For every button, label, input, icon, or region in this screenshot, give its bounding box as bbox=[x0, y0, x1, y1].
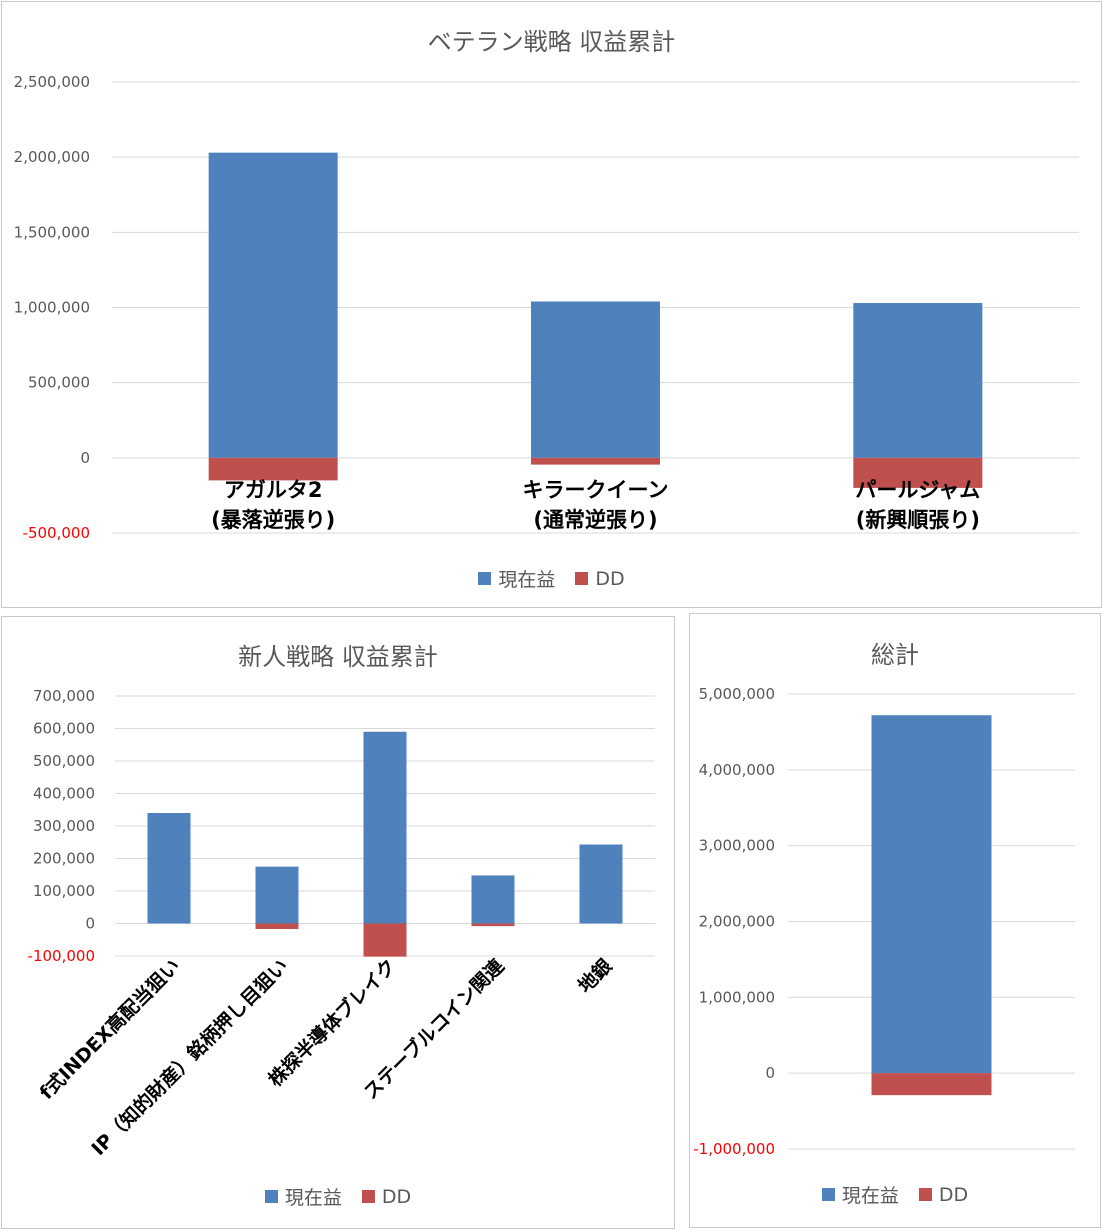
legend-label-profit: 現在益 bbox=[841, 1185, 899, 1207]
y-tick-label: 0 bbox=[80, 449, 90, 467]
y-tick-label: 3,000,000 bbox=[699, 837, 775, 855]
bar-dd bbox=[853, 457, 983, 488]
veteran-chart-title: ベテラン戦略 収益累計 bbox=[427, 28, 676, 56]
bar-profit bbox=[208, 152, 338, 458]
category-label: (新興順張り) bbox=[856, 508, 980, 532]
category-label: (通常逆張り) bbox=[533, 508, 657, 532]
y-tick-label: 4,000,000 bbox=[699, 761, 775, 779]
category-label: IP（知的財産）銘柄押し目狙い bbox=[87, 954, 293, 1160]
bar-profit bbox=[255, 866, 299, 924]
legend-label-profit: 現在益 bbox=[498, 569, 556, 591]
y-tick-label: 2,000,000 bbox=[699, 913, 775, 931]
bar-profit bbox=[579, 844, 623, 924]
legend-label-profit: 現在益 bbox=[284, 1187, 342, 1209]
bar-profit bbox=[853, 302, 983, 458]
total-chart-plot: 5,000,000 4,000,000 3,000,000 2,000,000 1,00… bbox=[693, 685, 1075, 1158]
newcomer-chart-panel: 新人戦略 収益累計 700,000 600,000 500,000 400,000 30… bbox=[1, 616, 675, 1229]
veteran-chart-panel: ベテラン戦略 収益累計 2,500,000 2,000,000 1,500,000 1… bbox=[1, 1, 1102, 608]
y-tick-label: 1,000,000 bbox=[14, 299, 90, 317]
category-label: パールジャム bbox=[855, 478, 980, 502]
y-tick-label: 2,000,000 bbox=[14, 148, 90, 166]
legend-label-dd: DD bbox=[381, 1185, 412, 1208]
bar-profit bbox=[871, 715, 992, 1074]
y-tick-label: -1,000,000 bbox=[693, 1140, 775, 1158]
legend-item-profit: 現在益 bbox=[478, 565, 555, 592]
legend-swatch-profit bbox=[264, 1190, 278, 1203]
y-tick-label: 500,000 bbox=[28, 374, 90, 392]
veteran-chart-legend: 現在益 DD bbox=[2, 565, 1101, 592]
bar-profit bbox=[363, 731, 407, 924]
category-label: キラークイーン bbox=[523, 478, 669, 502]
bar-dd bbox=[471, 923, 515, 927]
total-chart-legend: 現在益 DD bbox=[690, 1181, 1100, 1208]
y-tick-label: 500,000 bbox=[33, 752, 95, 770]
y-tick-label: 200,000 bbox=[33, 850, 95, 868]
legend-swatch-dd bbox=[575, 572, 589, 585]
bar-dd bbox=[208, 457, 338, 481]
bar-dd bbox=[871, 1073, 992, 1096]
y-tick-label: -500,000 bbox=[23, 524, 90, 542]
y-tick-label: 1,500,000 bbox=[14, 223, 90, 241]
bar-profit bbox=[147, 813, 191, 924]
category-label: (暴落逆張り) bbox=[211, 508, 335, 532]
y-tick-label: 0 bbox=[765, 1064, 775, 1082]
legend-swatch-dd bbox=[361, 1190, 375, 1203]
newcomer-chart-plot: 700,000 600,000 500,000 400,000 300,000 200,0… bbox=[28, 687, 655, 1160]
legend-item-dd: DD bbox=[361, 1185, 412, 1208]
y-tick-label: 700,000 bbox=[33, 687, 95, 705]
legend-item-profit: 現在益 bbox=[821, 1181, 899, 1208]
newcomer-chart-legend: 現在益 DD bbox=[2, 1183, 674, 1210]
category-label: アガルタ2 bbox=[224, 478, 323, 502]
bar-dd bbox=[531, 457, 660, 465]
bar-profit bbox=[471, 875, 515, 924]
y-tick-label: -100,000 bbox=[28, 947, 95, 965]
total-chart-title: 総計 bbox=[871, 641, 919, 669]
legend-item-dd: DD bbox=[575, 567, 625, 590]
legend-swatch-dd bbox=[918, 1188, 932, 1201]
bar-dd bbox=[363, 923, 407, 957]
bar-dd bbox=[255, 923, 299, 930]
legend-swatch-profit bbox=[821, 1188, 835, 1201]
legend-item-dd: DD bbox=[918, 1183, 969, 1206]
bar-profit bbox=[531, 301, 660, 458]
y-tick-label: 2,500,000 bbox=[14, 73, 90, 91]
y-tick-label: 100,000 bbox=[33, 882, 95, 900]
y-tick-label: 0 bbox=[85, 915, 95, 933]
total-chart-panel: 総計 5,000,000 4,000,000 3,000,000 2,000,000 1… bbox=[689, 613, 1101, 1228]
legend-item-profit: 現在益 bbox=[264, 1183, 342, 1210]
legend-label-dd: DD bbox=[595, 567, 625, 590]
newcomer-chart-title: 新人戦略 収益累計 bbox=[238, 643, 438, 671]
y-tick-label: 300,000 bbox=[33, 817, 95, 835]
veteran-chart-plot: 2,500,000 2,000,000 1,500,000 1,000,000 500,… bbox=[14, 73, 1079, 542]
category-label: 地銀 bbox=[573, 954, 616, 997]
y-tick-label: 400,000 bbox=[33, 785, 95, 803]
legend-swatch-profit bbox=[478, 572, 492, 585]
legend-label-dd: DD bbox=[938, 1183, 969, 1206]
y-tick-label: 1,000,000 bbox=[699, 988, 775, 1006]
y-tick-label: 5,000,000 bbox=[699, 685, 775, 703]
y-tick-label: 600,000 bbox=[33, 720, 95, 738]
